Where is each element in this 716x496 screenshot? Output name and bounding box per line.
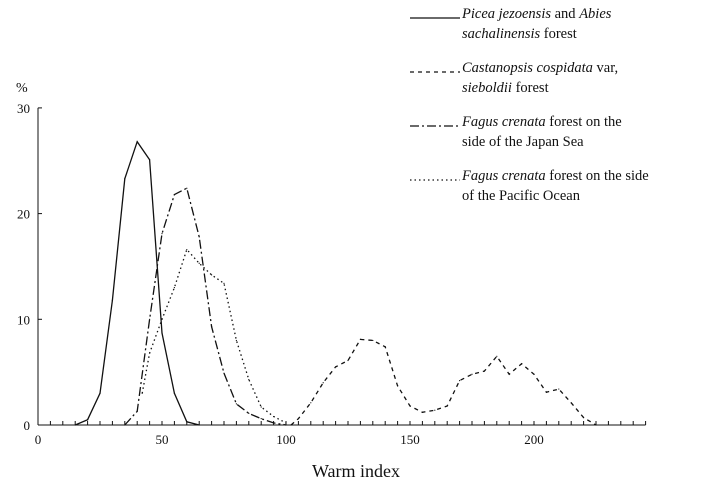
data-point <box>483 370 485 372</box>
data-point <box>186 187 188 189</box>
x-tick-label: 150 <box>400 432 420 447</box>
series-line-0 <box>74 140 200 426</box>
legend-entry: Castanopsis cospidata var, sieboldii fore… <box>410 58 710 112</box>
y-axis-label: % <box>16 81 28 96</box>
data-point <box>335 366 337 368</box>
y-tick-label: 0 <box>24 418 31 433</box>
data-point <box>322 382 324 384</box>
x-tick-label: 0 <box>35 432 42 447</box>
y-tick-label: 10 <box>17 312 30 327</box>
data-point <box>198 424 200 426</box>
data-point <box>124 178 126 180</box>
legend: Picea jezoensis and Abies sachalinensis f… <box>410 4 710 220</box>
data-point <box>273 415 275 418</box>
data-point <box>496 355 498 357</box>
data-point <box>347 359 349 362</box>
data-point <box>359 338 361 340</box>
data-point <box>446 405 448 407</box>
data-point <box>409 405 411 407</box>
data-point <box>558 388 560 390</box>
data-point <box>248 412 250 414</box>
data-point <box>434 409 436 411</box>
series-line-2 <box>124 187 287 426</box>
data-point <box>273 422 275 424</box>
data-point <box>397 385 399 387</box>
data-point <box>124 424 126 426</box>
data-point <box>87 419 89 421</box>
legend-entry: Picea jezoensis and Abies sachalinensis f… <box>410 4 710 58</box>
data-point <box>211 326 213 328</box>
data-point <box>173 286 175 289</box>
data-point <box>583 417 585 419</box>
data-point <box>99 392 101 394</box>
data-point <box>297 418 299 420</box>
data-point <box>161 332 163 334</box>
data-point <box>471 373 473 375</box>
data-point <box>384 346 386 348</box>
data-point <box>161 233 163 235</box>
data-point <box>111 299 113 301</box>
legend-label: Fagus crenata forest on the side of the P… <box>462 168 649 204</box>
data-point <box>533 373 535 375</box>
data-point <box>595 424 597 426</box>
data-point <box>235 403 237 405</box>
data-point <box>372 339 374 342</box>
data-point <box>290 424 292 426</box>
data-point <box>223 372 225 374</box>
data-point <box>161 318 163 320</box>
data-point <box>136 141 138 143</box>
data-point <box>149 352 151 354</box>
data-point <box>186 421 188 423</box>
data-point <box>186 248 188 251</box>
x-tick-label: 100 <box>276 432 296 447</box>
data-point <box>149 318 151 320</box>
legend-entry: Fagus crenata forest on the side of the P… <box>410 166 710 220</box>
data-point <box>508 373 510 375</box>
data-point <box>260 406 262 408</box>
legend-label: Picea jezoensis and Abies sachalinensis f… <box>462 6 612 42</box>
data-point <box>545 391 548 393</box>
series-line-1 <box>290 338 597 426</box>
y-tick-label: 30 <box>17 101 30 116</box>
data-point <box>136 410 138 412</box>
data-point <box>285 424 287 426</box>
legend-entry: Fagus crenata forest on the side of the J… <box>410 112 710 166</box>
data-point <box>459 380 461 382</box>
x-tick-label: 200 <box>524 432 544 447</box>
data-point <box>149 159 151 161</box>
data-point <box>198 262 200 264</box>
data-point <box>211 274 213 276</box>
legend-label: Fagus crenata forest on the side of the J… <box>462 114 622 150</box>
data-point <box>421 411 423 413</box>
data-point <box>260 418 262 420</box>
data-point <box>521 363 523 365</box>
data-point <box>235 339 237 342</box>
data-point <box>173 193 175 196</box>
data-point <box>285 422 287 424</box>
data-point <box>248 378 250 381</box>
data-point <box>310 402 312 404</box>
data-point <box>173 392 175 394</box>
x-tick-label: 50 <box>156 432 169 447</box>
y-tick-label: 20 <box>17 207 30 222</box>
legend-label: Castanopsis cospidata var, sieboldii fore… <box>462 60 619 96</box>
data-point <box>74 424 76 426</box>
data-point <box>198 236 200 238</box>
data-point <box>141 392 143 394</box>
data-point <box>570 402 572 404</box>
data-point <box>223 282 225 284</box>
x-axis-label: Warm index <box>312 461 400 481</box>
